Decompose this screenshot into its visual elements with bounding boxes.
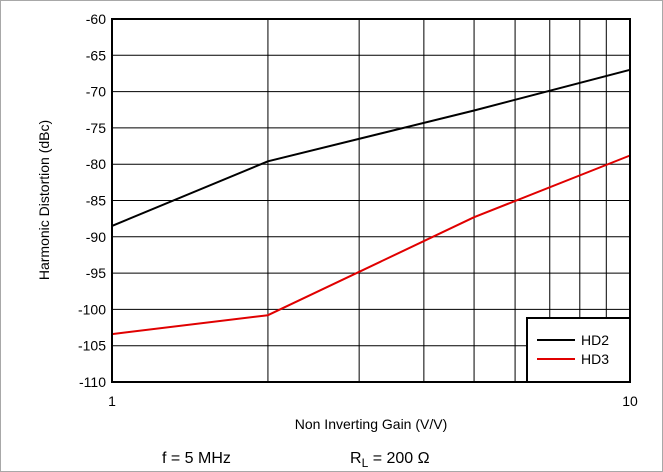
y-tick-label: -100 <box>78 301 106 317</box>
load-subscript: L <box>362 456 369 470</box>
legend: HD2 HD3 <box>526 317 631 383</box>
load-symbol: R <box>350 450 362 467</box>
legend-label-hd3: HD3 <box>581 351 609 367</box>
legend-label-hd2: HD2 <box>581 332 609 348</box>
y-tick-label: -65 <box>86 47 106 63</box>
y-tick-label: -90 <box>86 229 106 245</box>
plot-area <box>111 18 631 383</box>
y-tick-label: -80 <box>86 156 106 172</box>
tick-labels: -110 -105 -100 -95 -90 -85 -80 -75 -70 -65 -60 1 10 <box>78 11 638 409</box>
x-axis-title: Non Inverting Gain (V/V) <box>295 416 448 432</box>
x-tick-label: 1 <box>108 393 116 409</box>
condition-frequency: f = 5 MHz <box>162 450 231 467</box>
y-tick-label: -105 <box>78 338 106 354</box>
load-value: = 200 Ω <box>368 450 429 467</box>
y-tick-label: -70 <box>86 84 106 100</box>
y-tick-label: -110 <box>79 374 106 390</box>
series-line-hd3 <box>111 154 631 336</box>
series-layer <box>111 68 631 336</box>
y-axis-title: Harmonic Distortion (dBc) <box>36 120 52 280</box>
y-tick-label: -60 <box>86 11 106 27</box>
legend-box <box>526 317 631 383</box>
series-line-hd2 <box>111 68 631 227</box>
y-tick-label: -75 <box>86 120 106 136</box>
y-tick-label: -85 <box>86 193 106 209</box>
x-tick-label: 10 <box>622 393 638 409</box>
condition-load: RL = 200 Ω <box>350 450 430 470</box>
y-tick-label: -95 <box>86 265 106 281</box>
